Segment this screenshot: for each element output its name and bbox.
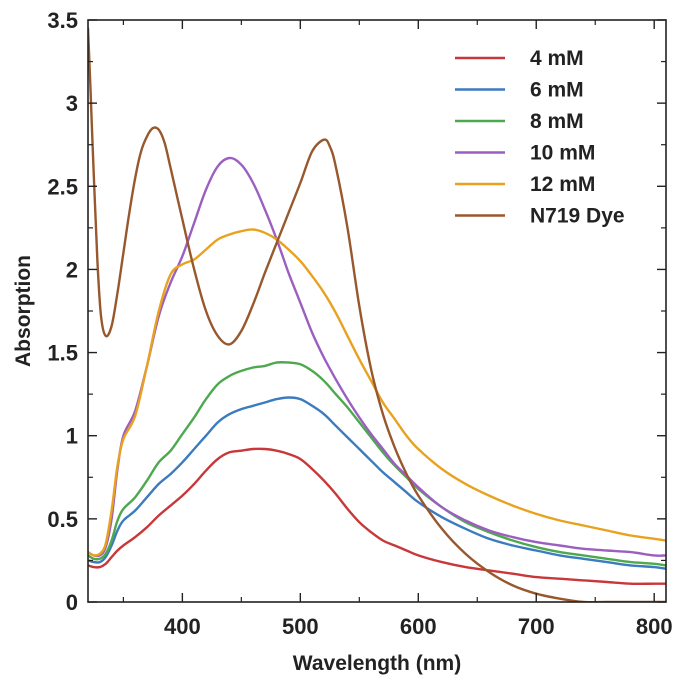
x-tick-label: 500 [282,614,319,639]
series-curves [88,27,666,602]
y-tick-label: 3.5 [47,8,78,33]
legend-label: N719 Dye [530,205,625,228]
y-tick-label: 1 [66,424,78,449]
y-tick-label: 1.5 [47,341,78,366]
y-tick-label: 0 [66,590,78,615]
series-line-10-mm [88,156,666,558]
y-axis-label: Absorption [12,255,35,367]
series-line-n719-dye [88,27,666,602]
y-tick-label: 2.5 [47,174,78,199]
legend-label: 10 mM [530,142,595,165]
legend: 4 mM 6 mM 8 mM 10 mM 12 mM N719 Dye [455,47,625,228]
x-tick-label: 400 [164,614,201,639]
y-tick-label: 2 [66,257,78,282]
series-line-6-mm [88,396,666,570]
legend-label: 6 mM [530,79,584,102]
series-line-4-mm [88,447,666,586]
y-axis: 0 0.5 1 1.5 2 2.5 3 3.5 [47,8,666,615]
y-tick-label: 0.5 [47,507,78,532]
x-axis: 400 500 600 700 800 [122,20,673,639]
legend-label: 8 mM [530,110,584,133]
series-line-12-mm [88,228,666,557]
legend-label: 4 mM [530,47,584,70]
legend-label: 12 mM [530,173,595,196]
y-tick-label: 3 [66,91,78,116]
x-axis-label: Wavelength (nm) [293,652,461,675]
x-tick-label: 800 [636,614,673,639]
series-line-8-mm [88,361,666,567]
plot-frame [87,19,667,603]
x-tick-label: 700 [518,614,555,639]
x-tick-label: 600 [400,614,437,639]
